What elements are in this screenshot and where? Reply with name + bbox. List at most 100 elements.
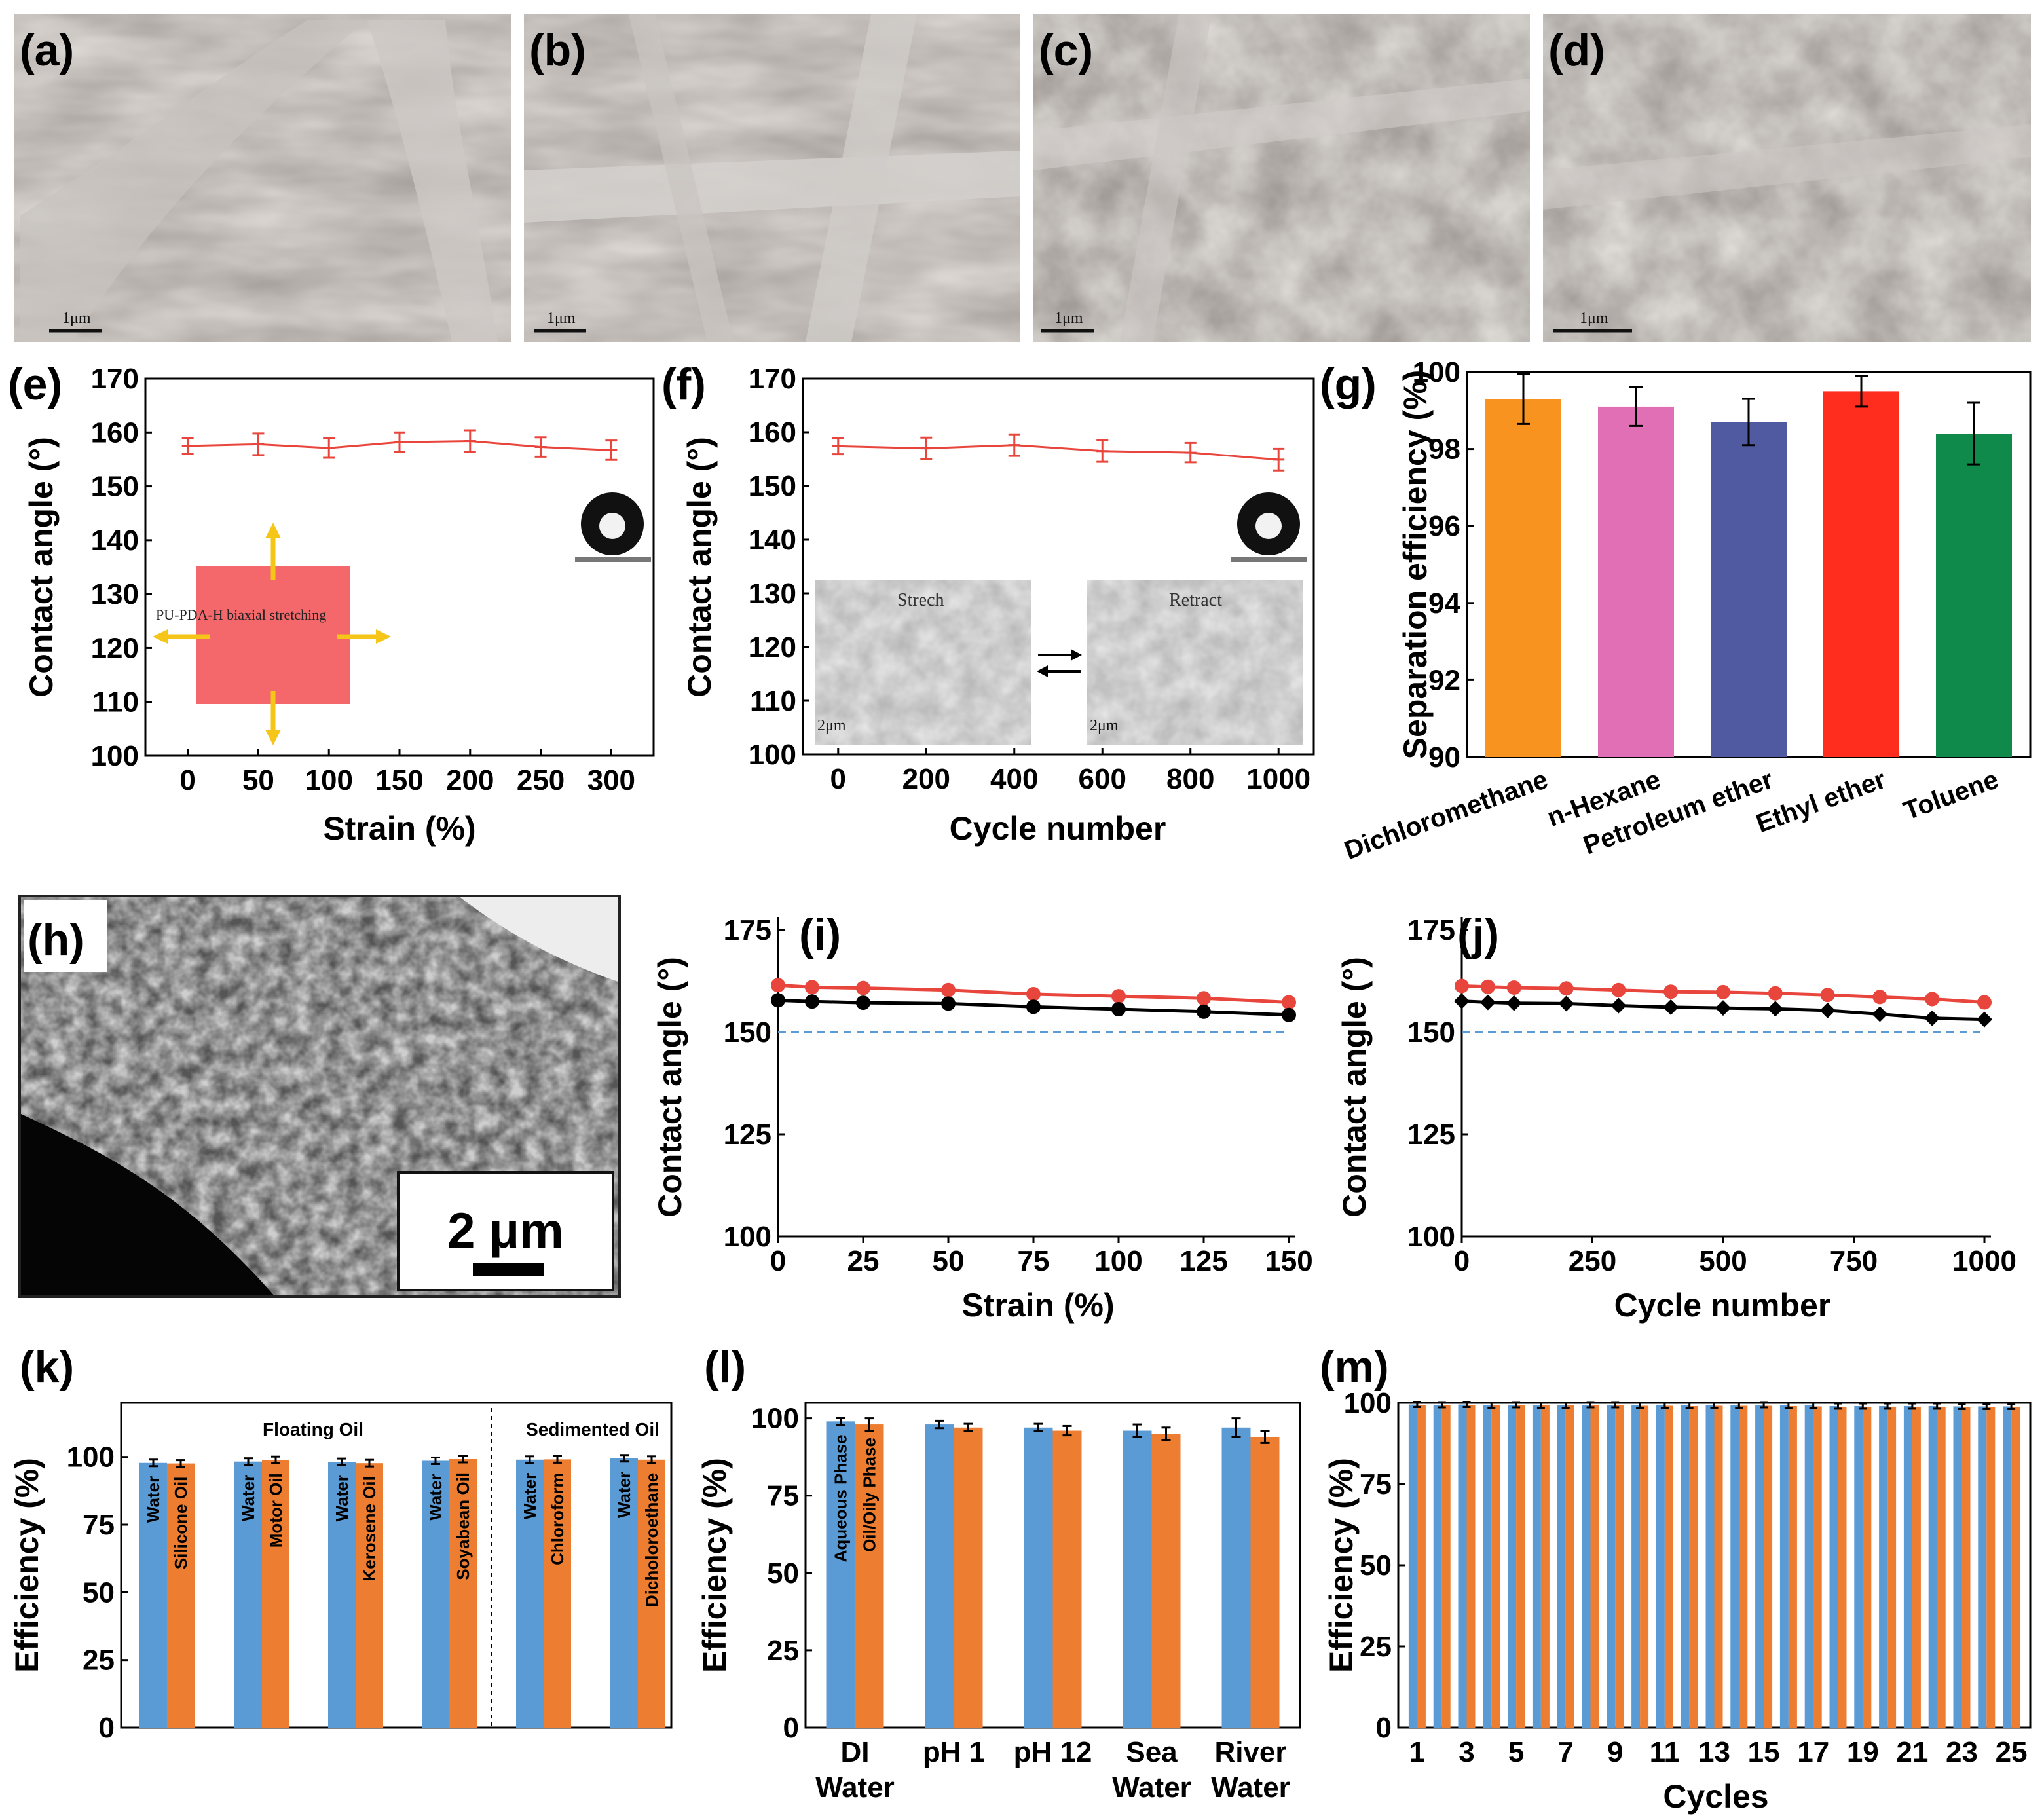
chart-l-ylabel: Efficiency (%) (696, 1458, 733, 1673)
chart-j-series-red-point (1768, 986, 1783, 1001)
chart-l-bar-Oil/Oily Phase (1250, 1436, 1280, 1728)
chart-j-series-red-point (1506, 980, 1521, 995)
panel-label-c: (c) (1039, 26, 1093, 75)
panel-label-m: (m) (1320, 1342, 1389, 1392)
chart-j-xtick-label: 500 (1699, 1245, 1747, 1277)
chart-m-xtick-label: 9 (1607, 1736, 1623, 1768)
chart-j-series-black-point (1663, 999, 1679, 1015)
panel-label-f: (f) (661, 360, 706, 409)
chart-k-bar (516, 1459, 544, 1728)
chart-k-bar-label: Water (332, 1475, 352, 1521)
chart-k-ylabel: Efficiency (%) (9, 1458, 45, 1673)
chart-f-ytick-label: 170 (749, 363, 796, 395)
chart-l-category-label: DI (841, 1736, 870, 1768)
chart-e-ytick-label: 130 (91, 578, 139, 610)
chart-l-category-label: Water (1112, 1772, 1191, 1804)
chart-k-bar (422, 1460, 449, 1728)
chart-m-bar-blue (1656, 1405, 1665, 1728)
chart-l-bar-Aqueous Phase (1024, 1427, 1053, 1728)
chart-j-xtick-label: 0 (1454, 1245, 1470, 1277)
chart-g-ylabel: Separation efficiency (%) (1397, 370, 1434, 760)
chart-i-xtick-label: 125 (1180, 1245, 1227, 1277)
scale-bar-d: 1μm (1580, 310, 1608, 327)
chart-l-bar-Oil/Oily Phase (855, 1424, 884, 1728)
chart-j-series-black-point (1558, 995, 1574, 1012)
chart-k-bar (356, 1463, 383, 1728)
stretch-inset-label: PU-PDA-H biaxial stretching (156, 606, 326, 623)
sem-panel-d: (d) 1μm (1543, 14, 2031, 342)
chart-f: Contact angle (°) Cycle number Strech 2μ… (681, 363, 1315, 847)
chart-m-bar-blue (1928, 1405, 1937, 1728)
chart-g-category-label: Petroleum ether (1580, 765, 1777, 861)
group-floating-oil: Floating Oil (263, 1419, 363, 1439)
chart-m-xtick-label: 7 (1557, 1736, 1573, 1768)
chart-m-bar-blue (1953, 1406, 1962, 1728)
chart-m-ylabel: Efficiency (%) (1323, 1458, 1360, 1673)
chart-j-xtick-label: 750 (1830, 1245, 1878, 1277)
panel-label-k: (k) (20, 1342, 74, 1392)
chart-l-category-label: Water (815, 1772, 895, 1804)
chart-m-bar-orange (1466, 1405, 1476, 1728)
chart-k-bar-label: Water (614, 1472, 634, 1518)
stretch-sem-inset: Strech 2μm Retract 2μm (815, 580, 1303, 745)
chart-k-bar (328, 1462, 356, 1728)
chart-k-bar (262, 1460, 289, 1728)
chart-i-series-black-line (777, 998, 1290, 1017)
chart-m-bar-orange (1739, 1405, 1748, 1728)
chart-m-xtick-label: 5 (1508, 1736, 1524, 1768)
panel-label-l: (l) (704, 1342, 746, 1392)
chart-k: Efficiency (%) Floating Oil Sedimented O… (9, 1402, 673, 1744)
chart-j-series-red-point (1716, 984, 1730, 999)
chart-e-ytick-label: 160 (91, 417, 139, 449)
chart-e-ytick-label: 140 (91, 525, 139, 557)
chart-f-ytick-label: 160 (749, 417, 796, 449)
chart-k-bar (139, 1462, 167, 1728)
inset-strech-label: Strech (897, 590, 944, 610)
panel-label-i: (i) (799, 910, 841, 959)
sem-panel-b: (b) 1μm (524, 14, 1020, 342)
chart-m-bar-blue (1607, 1404, 1616, 1728)
chart-j-series-red-point (1663, 984, 1679, 999)
panel-label-j: (j) (1457, 910, 1499, 959)
chart-i-series-black-point (1197, 1004, 1211, 1019)
chart-l-bar-Aqueous Phase (1123, 1430, 1152, 1728)
chart-g-bar (1598, 406, 1674, 757)
inset-scale-left: 2μm (817, 717, 846, 734)
chart-j-series-red-point (1925, 992, 1940, 1007)
chart-f-ytick-label: 110 (750, 685, 796, 717)
chart-i-series-red-point (771, 978, 785, 993)
chart-j-series-black-point (1715, 1000, 1731, 1016)
chart-i-xtick-label: 75 (1018, 1245, 1050, 1277)
chart-l-category-label: Water (1211, 1772, 1290, 1804)
chart-m-bar-blue (1508, 1404, 1517, 1728)
panel-label-d: (d) (1548, 26, 1605, 75)
chart-j: Contact angle (°) Cycle number 100 125 150… (1336, 914, 2016, 1324)
chart-j-xtick-label: 250 (1569, 1245, 1616, 1277)
chart-k-bar-label: Kerosene Oil (360, 1476, 379, 1581)
chart-m-bar-blue (1705, 1405, 1715, 1728)
chart-l-bar-Aqueous Phase (1221, 1427, 1251, 1728)
chart-m-bar-blue (1582, 1404, 1591, 1728)
chart-m-ytick-label: 25 (1360, 1631, 1392, 1663)
chart-j-series-red-point (1611, 982, 1626, 997)
chart-m-bar-orange (1912, 1406, 1921, 1728)
chart-e-ytick-label: 150 (91, 471, 139, 503)
chart-k-bar-label: Dicholoroethane (642, 1473, 661, 1607)
chart-l-bar-Oil/Oily Phase (1151, 1434, 1181, 1728)
chart-m-ytick-label: 100 (1344, 1387, 1392, 1419)
chart-g-ytick-label: 92 (1428, 664, 1460, 696)
chart-j-series-black-point (1924, 1010, 1941, 1026)
chart-k-ytick-label: 50 (83, 1576, 115, 1608)
chart-f-xtick-label: 0 (830, 763, 846, 795)
chart-e-xtick-label: 300 (587, 764, 635, 796)
chart-k-bar-label: Motor Oil (266, 1473, 286, 1548)
panel-label-h: (h) (28, 915, 84, 965)
chart-k-bar (610, 1458, 638, 1728)
chart-k-bar (167, 1463, 195, 1728)
chart-f-ytick-label: 140 (749, 524, 796, 556)
chart-k-bar-label: Water (143, 1476, 163, 1523)
chart-j-series-red-point (1820, 988, 1835, 1003)
panel-label-a: (a) (20, 26, 74, 75)
chart-k-bar (544, 1459, 571, 1728)
scale-bar-b: 1μm (547, 310, 576, 327)
